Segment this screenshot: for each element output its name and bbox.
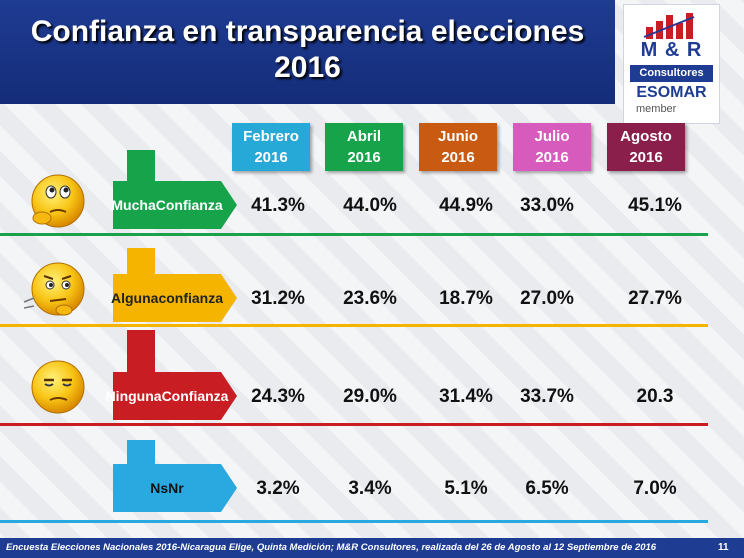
company-logo: M & R Consultores ESOMAR member xyxy=(623,4,720,124)
logo-brand: M & R xyxy=(640,39,703,61)
row-label: Mucha Confianza xyxy=(111,181,223,229)
row-label-line-2: confianza xyxy=(158,289,224,306)
footer-source: Encuesta Elecciones Nacionales 2016-Nica… xyxy=(6,542,657,553)
doubtful-face-icon xyxy=(23,262,85,316)
row-divider xyxy=(0,423,708,426)
bar-logo-icon xyxy=(643,13,695,39)
month-name: Abril xyxy=(346,128,382,145)
row-label: NsNr xyxy=(113,464,221,512)
cell-value: 31.2% xyxy=(251,288,305,309)
logo-member: member xyxy=(636,103,677,115)
cell-value: 44.9% xyxy=(439,195,493,216)
row-arrow-shape xyxy=(113,274,237,322)
month-name: Febrero xyxy=(243,128,299,145)
month-year: 2016 xyxy=(535,149,569,166)
month-year: 2016 xyxy=(254,149,288,166)
row-divider xyxy=(0,520,708,523)
row-label-band: Mucha Confianza xyxy=(111,181,238,229)
cell-value: 6.5% xyxy=(525,478,569,499)
row-arrow-shape xyxy=(113,372,237,420)
row-divider xyxy=(0,324,708,327)
month-header-0: Febrero 2016 xyxy=(232,123,310,171)
cell-value: 3.2% xyxy=(256,478,300,499)
cell-value: 45.1% xyxy=(628,195,682,216)
month-year: 2016 xyxy=(441,149,475,166)
row-label-line-1: Alguna xyxy=(110,289,159,306)
row-label-line-2: Confianza xyxy=(155,196,223,213)
row-divider xyxy=(0,233,708,236)
month-header-1: Abril 2016 xyxy=(325,123,403,171)
cell-value: 20.3 xyxy=(636,386,674,407)
cell-value: 27.0% xyxy=(520,288,574,309)
skeptical-face-icon xyxy=(31,360,85,414)
cell-value: 41.3% xyxy=(251,195,305,216)
cell-value: 29.0% xyxy=(343,386,397,407)
month-name: Junio xyxy=(438,128,478,145)
month-header-2: Junio 2016 xyxy=(419,123,497,171)
row-label-band: Alguna confianza xyxy=(110,274,238,322)
cell-value: 5.1% xyxy=(444,478,488,499)
row-label-line-1: Ninguna xyxy=(105,387,162,404)
month-name: Julio xyxy=(534,128,570,145)
cell-value: 31.4% xyxy=(439,386,493,407)
page-title: Confianza en transparencia elecciones 20… xyxy=(0,14,615,86)
title-banner: Confianza en transparencia elecciones 20… xyxy=(0,0,615,104)
title-line-2: 2016 xyxy=(274,51,341,84)
cell-value: 33.7% xyxy=(520,386,574,407)
row-label: Alguna confianza xyxy=(110,274,224,322)
logo-esomar: ESOMAR xyxy=(636,84,707,101)
cell-value: 3.4% xyxy=(348,478,392,499)
logo-subtitle: Consultores xyxy=(630,65,713,82)
cell-value: 7.0% xyxy=(633,478,677,499)
row-label-line-1: NsNr xyxy=(150,479,184,496)
row-arrow-shape xyxy=(113,464,237,512)
month-year: 2016 xyxy=(629,149,663,166)
row-label-line-1: Mucha xyxy=(111,196,156,213)
month-name: Agosto xyxy=(620,128,672,145)
cell-value: 18.7% xyxy=(439,288,493,309)
cell-value: 27.7% xyxy=(628,288,682,309)
thinking-face-icon xyxy=(31,174,85,228)
cell-value: 24.3% xyxy=(251,386,305,407)
row-label-band: NsNr xyxy=(113,464,238,512)
cell-value: 23.6% xyxy=(343,288,397,309)
cell-value: 33.0% xyxy=(520,195,574,216)
month-header-4: Agosto 2016 xyxy=(607,123,685,171)
month-year: 2016 xyxy=(347,149,381,166)
row-label-band: Ninguna Confianza xyxy=(106,372,238,420)
month-header-3: Julio 2016 xyxy=(513,123,591,171)
page-number: 11 xyxy=(718,542,729,553)
row-label-line-2: Confianza xyxy=(161,387,229,404)
cell-value: 44.0% xyxy=(343,195,397,216)
footer: Encuesta Elecciones Nacionales 2016-Nica… xyxy=(0,538,744,558)
row-label: Ninguna Confianza xyxy=(106,372,229,420)
row-arrow-shape xyxy=(113,181,237,229)
title-line-1: Confianza en transparencia elecciones xyxy=(30,15,585,48)
